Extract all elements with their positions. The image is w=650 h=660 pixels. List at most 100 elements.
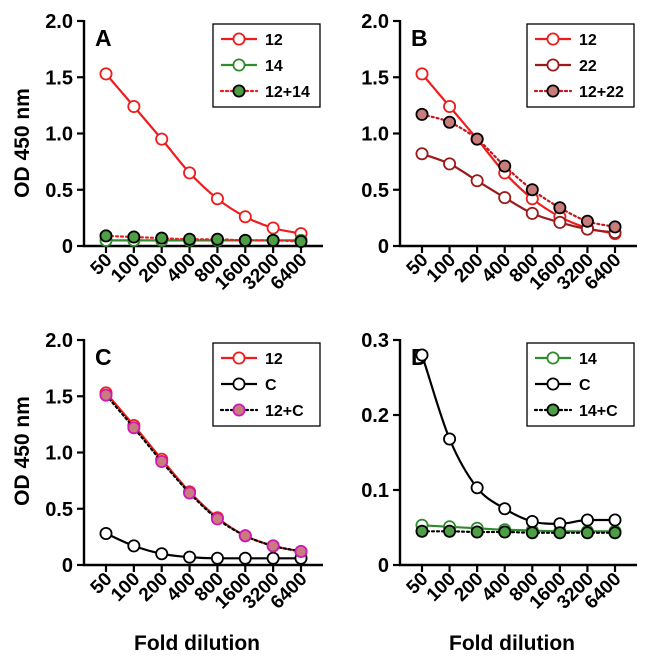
legend-label: 14 xyxy=(579,351,597,368)
y-tick-label: 0.5 xyxy=(361,180,389,202)
panel-letter: A xyxy=(95,25,112,51)
y-tick-label: 1.5 xyxy=(45,67,73,89)
data-point-C xyxy=(183,550,197,564)
y-tick-label: 1.0 xyxy=(45,124,73,146)
data-point-C xyxy=(238,551,252,565)
data-point-12+14 xyxy=(294,234,308,248)
legend-marker xyxy=(232,377,246,391)
data-point-12+14 xyxy=(155,231,169,245)
data-point-22 xyxy=(498,191,512,205)
legend: 12 22 12+22 xyxy=(526,23,635,108)
panel-b: 00.51.01.52.050100200400800160032006400B… xyxy=(361,11,637,294)
data-point-C xyxy=(498,502,512,516)
data-point-14+C xyxy=(608,526,622,540)
data-point-12+C xyxy=(294,545,308,559)
data-point-22 xyxy=(443,157,457,171)
data-point-14+C xyxy=(525,526,539,540)
legend-label: 12+C xyxy=(265,403,304,420)
data-point-C xyxy=(127,539,141,553)
data-point-12+14 xyxy=(266,233,280,247)
data-point-C xyxy=(415,348,429,362)
legend-marker xyxy=(546,84,560,98)
data-point-12+22 xyxy=(470,132,484,146)
y-tick-label: 0 xyxy=(62,236,73,258)
data-point-12+14 xyxy=(238,233,252,247)
legend-label: 12 xyxy=(265,32,283,49)
panel-c: 00.51.01.52.050100200400800160032006400C… xyxy=(45,330,323,613)
y-tick-label: 0 xyxy=(62,555,73,577)
legend-label: 14 xyxy=(265,58,283,75)
data-point-14+C xyxy=(553,526,567,540)
legend-label: 12 xyxy=(265,351,283,368)
data-point-12+22 xyxy=(498,159,512,173)
panel-letter: B xyxy=(411,25,428,51)
legend-label: 12 xyxy=(579,32,597,49)
data-point-12+C xyxy=(210,512,224,526)
data-point-12+C xyxy=(183,486,197,500)
data-point-C xyxy=(525,515,539,529)
legend-marker xyxy=(546,403,560,417)
legend-marker xyxy=(232,351,246,365)
y-tick-label: 0.2 xyxy=(361,405,389,427)
legend-marker xyxy=(546,58,560,72)
y-tick-label: 0.1 xyxy=(361,480,389,502)
data-point-22 xyxy=(525,206,539,220)
data-point-12+14 xyxy=(127,230,141,244)
legend-marker xyxy=(232,403,246,417)
data-point-C xyxy=(470,481,484,495)
data-point-22 xyxy=(470,174,484,188)
legend-label: 14+C xyxy=(579,403,618,420)
data-point-14+C xyxy=(443,524,457,538)
y-tick-label: 0 xyxy=(378,555,389,577)
y-tick-label: 1.5 xyxy=(361,67,389,89)
data-point-12+14 xyxy=(99,229,113,243)
data-point-12+14 xyxy=(210,232,224,246)
legend: 14 C 14+C xyxy=(526,342,635,427)
data-point-C xyxy=(99,527,113,541)
data-point-12 xyxy=(266,221,280,235)
data-point-12+22 xyxy=(553,201,567,215)
data-point-22 xyxy=(553,215,567,229)
legend-marker xyxy=(546,377,560,391)
data-point-12+C xyxy=(99,388,113,402)
y-tick-label: 2.0 xyxy=(45,330,73,352)
data-point-C xyxy=(155,547,169,561)
y-tick-label: 2.0 xyxy=(45,11,73,33)
data-point-14+C xyxy=(580,526,594,540)
x-axis-title-right: Fold dilution xyxy=(449,632,575,655)
data-point-C xyxy=(210,551,224,565)
legend-label: C xyxy=(265,377,277,394)
x-axis-title-left: Fold dilution xyxy=(134,632,260,655)
data-point-12 xyxy=(183,166,197,180)
y-tick-label: 0 xyxy=(378,236,389,258)
legend-label: 12+22 xyxy=(579,84,624,101)
series-line-12+22 xyxy=(420,113,617,228)
data-point-C xyxy=(608,513,622,527)
y-tick-label: 0.5 xyxy=(45,499,73,521)
data-point-12+14 xyxy=(183,232,197,246)
legend-label: C xyxy=(579,377,591,394)
legend-marker xyxy=(232,58,246,72)
data-point-22 xyxy=(415,147,429,161)
y-tick-label: 1.5 xyxy=(45,386,73,408)
y-tick-label: 2.0 xyxy=(361,11,389,33)
data-point-C xyxy=(580,513,594,527)
legend-marker xyxy=(546,32,560,46)
data-point-12 xyxy=(99,67,113,81)
legend: 12 C 12+C xyxy=(212,342,321,427)
data-point-14+C xyxy=(498,525,512,539)
legend-marker xyxy=(546,351,560,365)
data-point-12 xyxy=(238,210,252,224)
data-point-14+C xyxy=(470,525,484,539)
panel-a: 00.51.01.52.050100200400800160032006400A… xyxy=(45,11,323,294)
data-point-12+22 xyxy=(443,115,457,129)
y-tick-label: 1.0 xyxy=(361,124,389,146)
data-point-12+22 xyxy=(415,107,429,121)
data-point-12 xyxy=(127,100,141,114)
data-point-12+C xyxy=(266,539,280,553)
data-point-12+C xyxy=(155,454,169,468)
y-axis-title-bottom: OD 450 nm xyxy=(11,396,34,506)
data-point-12+22 xyxy=(580,214,594,228)
data-point-12+22 xyxy=(525,183,539,197)
